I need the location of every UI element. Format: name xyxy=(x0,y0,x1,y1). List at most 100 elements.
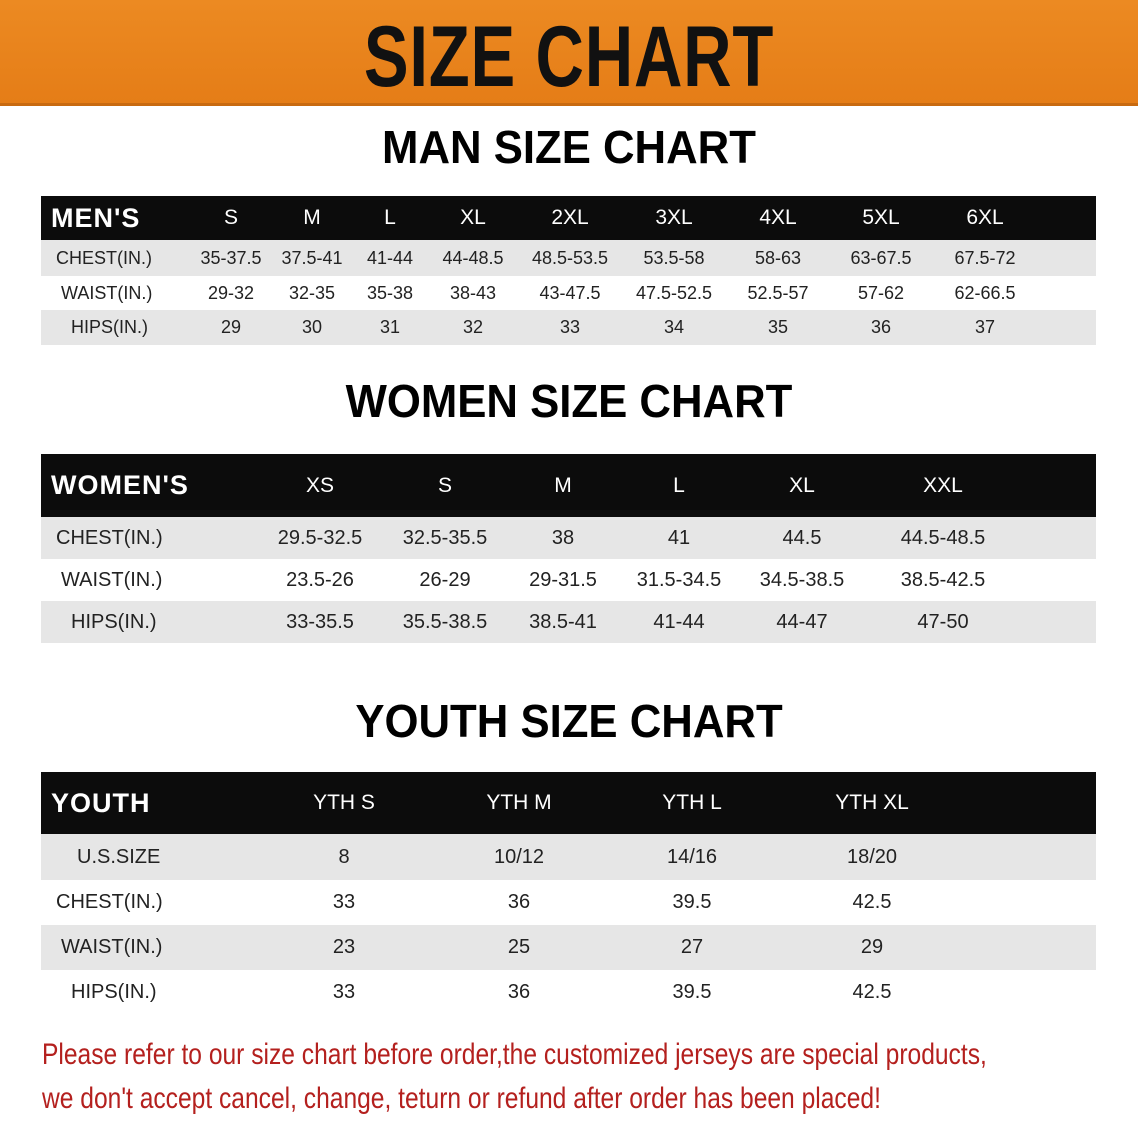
size-header: S xyxy=(437,473,453,497)
table-cell: 29-32 xyxy=(207,282,255,303)
table-cell: 39.5 xyxy=(672,981,712,1003)
table-cell: 39.5 xyxy=(672,891,712,913)
banner-title: SIZE CHART xyxy=(363,9,775,105)
table-row: WAIST(IN.) 29-32 32-35 35-38 38-43 43-47.5 47.… xyxy=(41,276,1096,310)
size-header: 2XL xyxy=(551,206,589,229)
table-cell: 29 xyxy=(220,317,242,337)
table-cell: 67.5-72 xyxy=(954,247,1016,268)
youth-size-table: YOUTH YTH S YTH M YTH L YTH XL U.S.SIZE 8 10/12… xyxy=(41,772,1096,1015)
table-label: WOMEN'S xyxy=(51,470,189,500)
table-cell: 57-62 xyxy=(857,282,905,303)
table-cell: 33 xyxy=(559,317,581,337)
size-header: L xyxy=(384,206,396,229)
table-cell: 38 xyxy=(551,526,575,549)
table-cell: 27 xyxy=(680,936,704,958)
table-cell: 47-50 xyxy=(917,610,969,633)
size-header: 5XL xyxy=(862,206,900,229)
header-row: MEN'S S M L XL 2XL 3XL 4XL 5XL 6XL xyxy=(41,196,1096,240)
table-cell: 32-35 xyxy=(288,282,336,303)
table-cell: 36 xyxy=(507,981,531,1003)
table-cell: 26-29 xyxy=(419,568,471,591)
table-cell: 14/16 xyxy=(666,845,718,868)
header-row: WOMEN'S XS S M L XL XXL xyxy=(41,454,1096,517)
size-header: 4XL xyxy=(759,206,797,229)
table-row: CHEST(IN.) 33 36 39.5 42.5 xyxy=(41,880,1096,925)
table-row: CHEST(IN.) 35-37.5 37.5-41 41-44 44-48.5 48.5… xyxy=(41,240,1096,276)
note-line-1: Please refer to our size chart before or… xyxy=(42,1038,987,1071)
youth-title: YOUTH SIZE CHART xyxy=(355,695,783,747)
women-size-table: WOMEN'S XS S M L XL XXL CHEST(IN.) 29.5-32.5 32.5… xyxy=(41,454,1096,643)
row-label: WAIST(IN.) xyxy=(61,568,163,591)
table-cell: 43-47.5 xyxy=(539,282,601,303)
size-header: XL xyxy=(460,206,486,229)
table-cell: 62-66.5 xyxy=(954,282,1016,303)
size-header: S xyxy=(223,206,239,229)
table-cell: 44-48.5 xyxy=(442,247,504,268)
table-cell: 36 xyxy=(507,891,531,913)
table-cell: 33 xyxy=(332,891,356,913)
table-cell: 29-31.5 xyxy=(529,568,597,591)
table-row: HIPS(IN.) 29 30 31 32 33 34 35 36 37 xyxy=(41,310,1096,345)
table-cell: 44-47 xyxy=(776,610,828,633)
size-header: L xyxy=(673,473,685,497)
size-header: 6XL xyxy=(966,206,1004,229)
table-cell: 38.5-42.5 xyxy=(900,568,986,591)
women-title: WOMEN SIZE CHART xyxy=(345,375,793,427)
table-cell: 35.5-38.5 xyxy=(402,610,488,633)
table-cell: 35-37.5 xyxy=(200,247,262,268)
men-title: MAN SIZE CHART xyxy=(382,121,756,173)
table-cell: 52.5-57 xyxy=(747,282,809,303)
table-cell: 32.5-35.5 xyxy=(402,526,488,549)
table-cell: 23.5-26 xyxy=(286,568,354,591)
table-cell: 35-38 xyxy=(366,282,414,303)
table-row: HIPS(IN.) 33 36 39.5 42.5 xyxy=(41,970,1096,1015)
table-row: HIPS(IN.) 33-35.5 35.5-38.5 38.5-41 41-44 44-… xyxy=(41,601,1096,643)
table-cell: 30 xyxy=(301,317,323,337)
table-cell: 44.5 xyxy=(782,526,822,549)
table-cell: 41 xyxy=(667,526,691,549)
size-header: YTH S xyxy=(313,791,375,814)
row-label: WAIST(IN.) xyxy=(61,282,153,303)
table-cell: 44.5-48.5 xyxy=(900,526,986,549)
size-header: YTH M xyxy=(486,791,552,814)
row-label: WAIST(IN.) xyxy=(61,936,163,958)
table-cell: 29 xyxy=(860,936,884,958)
table-cell: 37 xyxy=(974,317,996,337)
table-cell: 42.5 xyxy=(852,891,892,913)
table-cell: 31 xyxy=(379,317,401,337)
table-cell: 63-67.5 xyxy=(850,247,912,268)
table-cell: 41-44 xyxy=(366,247,414,268)
table-cell: 23 xyxy=(332,936,356,958)
table-cell: 8 xyxy=(338,845,350,868)
row-label: HIPS(IN.) xyxy=(71,610,157,633)
table-row: U.S.SIZE 8 10/12 14/16 18/20 xyxy=(41,834,1096,880)
table-cell: 34.5-38.5 xyxy=(759,568,845,591)
size-header: M xyxy=(303,206,321,229)
size-header: 3XL xyxy=(655,206,693,229)
row-label: U.S.SIZE xyxy=(77,845,161,868)
table-cell: 33-35.5 xyxy=(286,610,354,633)
table-row: WAIST(IN.) 23 25 27 29 xyxy=(41,925,1096,970)
table-cell: 53.5-58 xyxy=(643,247,705,268)
table-cell: 32 xyxy=(462,317,484,337)
table-cell: 29.5-32.5 xyxy=(277,526,363,549)
row-label: CHEST(IN.) xyxy=(56,247,152,268)
row-label: HIPS(IN.) xyxy=(71,317,149,337)
size-header: YTH XL xyxy=(835,791,909,814)
row-label: CHEST(IN.) xyxy=(56,526,163,549)
table-cell: 34 xyxy=(663,317,685,337)
men-size-table: MEN'S S M L XL 2XL 3XL 4XL 5XL 6XL CHEST(IN.) 35-37… xyxy=(41,196,1096,345)
table-label: YOUTH xyxy=(51,787,151,818)
row-label: HIPS(IN.) xyxy=(71,981,157,1003)
banner: SIZE CHART xyxy=(0,0,1138,106)
table-cell: 48.5-53.5 xyxy=(531,247,609,268)
table-cell: 10/12 xyxy=(493,845,545,868)
size-header: XXL xyxy=(923,473,963,497)
table-cell: 47.5-52.5 xyxy=(635,282,713,303)
table-cell: 58-63 xyxy=(754,247,802,268)
table-row: WAIST(IN.) 23.5-26 26-29 29-31.5 31.5-34.5 34… xyxy=(41,559,1096,601)
table-cell: 38-43 xyxy=(449,282,497,303)
size-header: XS xyxy=(305,473,335,497)
table-cell: 33 xyxy=(332,981,356,1003)
table-cell: 18/20 xyxy=(846,845,898,868)
